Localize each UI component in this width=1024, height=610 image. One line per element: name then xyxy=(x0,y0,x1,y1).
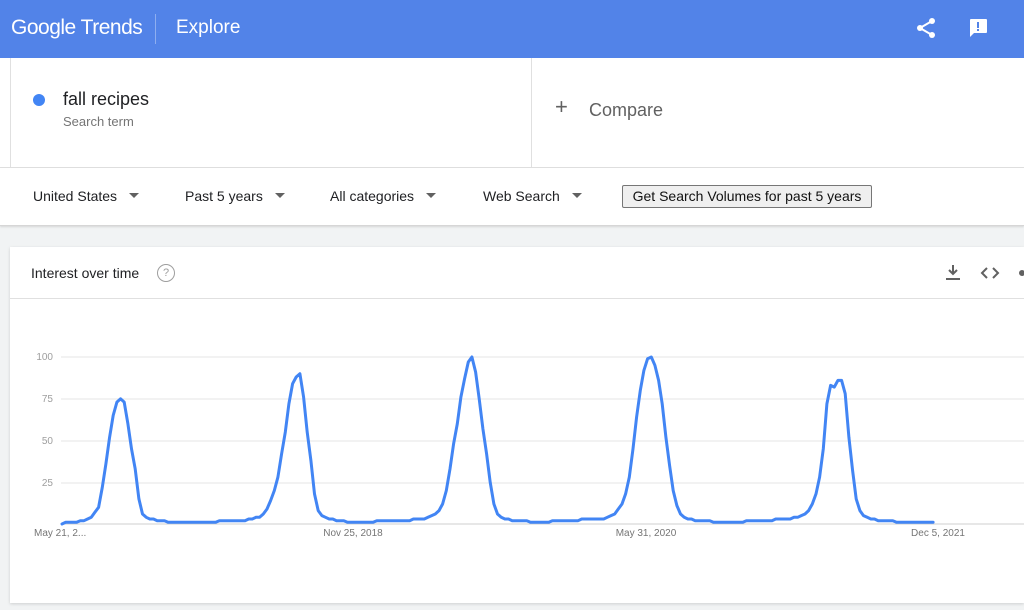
chevron-down-icon xyxy=(274,192,285,198)
embed-icon[interactable] xyxy=(979,264,1001,282)
region-dropdown[interactable]: United States xyxy=(33,188,140,204)
chevron-down-icon xyxy=(571,192,582,198)
help-icon[interactable]: ? xyxy=(157,264,175,282)
search-type-label: Web Search xyxy=(483,188,560,204)
y-tick-label: 50 xyxy=(42,436,54,447)
x-tick-label: Nov 25, 2018 xyxy=(323,528,383,539)
get-search-volumes-button[interactable]: Get Search Volumes for past 5 years xyxy=(622,185,872,208)
search-term-card[interactable]: fall recipes Search term xyxy=(10,58,532,167)
x-tick-label: May 31, 2020 xyxy=(616,528,677,539)
share-icon[interactable] xyxy=(914,16,938,40)
term-color-dot xyxy=(33,94,45,106)
chevron-down-icon xyxy=(129,192,140,198)
widget-header: Interest over time ? xyxy=(10,247,1024,299)
feedback-icon[interactable] xyxy=(966,16,990,40)
plus-icon: + xyxy=(555,94,568,119)
share-icon[interactable] xyxy=(1016,265,1024,281)
y-tick-label: 25 xyxy=(42,478,54,489)
x-tick-label: Dec 5, 2021 xyxy=(911,528,965,539)
search-term-name: fall recipes xyxy=(63,89,150,109)
search-type-dropdown[interactable]: Web Search xyxy=(483,188,582,204)
download-icon[interactable] xyxy=(944,263,962,283)
category-label: All categories xyxy=(330,188,415,204)
interest-line-chart: 100 75 50 25 May 21, 2... Nov 25, 2018 M… xyxy=(34,352,1024,539)
y-tick-label: 100 xyxy=(36,352,53,363)
filter-bar: United States Past 5 years All categorie… xyxy=(0,168,1024,226)
interest-over-time-widget: Interest over time ? 100 75 50 25 May 21… xyxy=(10,247,1024,603)
y-gridlines xyxy=(61,356,1024,525)
x-tick-label: May 21, 2... xyxy=(34,528,86,539)
compare-button[interactable]: + Compare xyxy=(531,58,1024,167)
chevron-down-icon xyxy=(426,192,437,198)
y-tick-labels: 100 75 50 25 xyxy=(36,352,53,489)
top-app-bar: Google Trends Explore xyxy=(0,0,1024,58)
y-tick-label: 75 xyxy=(42,394,54,405)
widget-title: Interest over time xyxy=(31,265,140,281)
google-trends-logo[interactable]: Google Trends xyxy=(11,16,143,39)
region-label: United States xyxy=(33,188,118,204)
search-term-type: Search term xyxy=(63,114,134,129)
category-dropdown[interactable]: All categories xyxy=(330,188,437,204)
time-range-dropdown[interactable]: Past 5 years xyxy=(185,188,285,204)
search-terms-bar: fall recipes Search term + Compare xyxy=(0,58,1024,168)
x-tick-labels: May 21, 2... Nov 25, 2018 May 31, 2020 D… xyxy=(34,528,965,539)
series-line-fall-recipes[interactable] xyxy=(60,355,935,526)
header-divider xyxy=(155,14,156,44)
compare-label: Compare xyxy=(589,100,664,120)
page-section-title: Explore xyxy=(176,17,241,38)
time-range-label: Past 5 years xyxy=(185,188,263,204)
